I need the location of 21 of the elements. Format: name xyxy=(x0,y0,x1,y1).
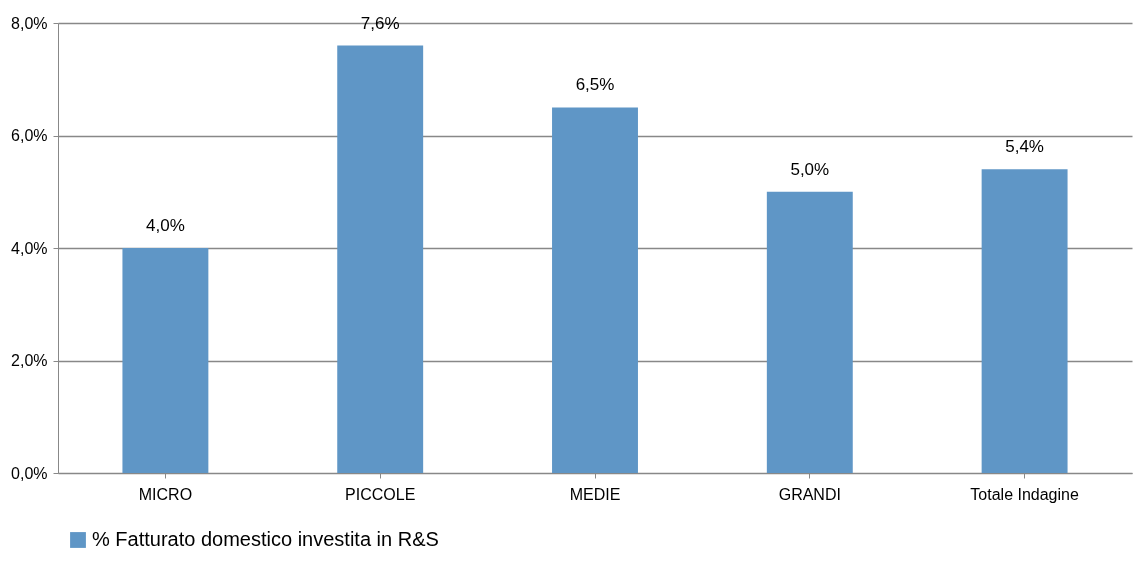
bar xyxy=(122,248,209,473)
legend-label: % Fatturato domestico investita in R&S xyxy=(92,528,439,550)
x-tick-label: PICCOLE xyxy=(345,485,416,503)
y-tick-label: 8,0% xyxy=(11,14,48,32)
y-tick-label: 4,0% xyxy=(11,239,48,257)
y-tick-label: 2,0% xyxy=(11,352,48,369)
x-tick-label: MEDIE xyxy=(569,485,621,503)
x-tick-label: MICRO xyxy=(138,485,193,503)
data-label: 7,6% xyxy=(360,13,400,33)
data-label: 5,0% xyxy=(790,159,830,179)
data-label: 6,5% xyxy=(575,75,615,95)
y-tick-label: 6,0% xyxy=(11,127,48,144)
bar xyxy=(337,45,424,473)
bar xyxy=(981,169,1068,473)
bar xyxy=(766,191,853,473)
y-tick-label: 0,0% xyxy=(11,464,48,482)
bar xyxy=(552,107,638,473)
x-tick-label: GRANDI xyxy=(778,485,841,503)
data-label: 5,4% xyxy=(1005,137,1044,157)
x-tick-label: Totale Indagine xyxy=(970,485,1079,503)
data-label: 4,0% xyxy=(146,216,185,235)
